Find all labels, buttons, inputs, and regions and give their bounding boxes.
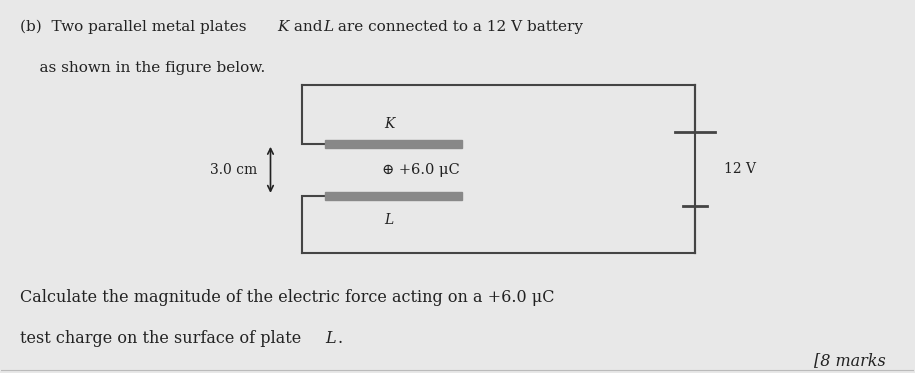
Text: K: K <box>277 20 288 34</box>
Text: L: L <box>325 330 336 347</box>
Text: [8 marks: [8 marks <box>814 352 887 369</box>
Text: 12 V: 12 V <box>724 162 756 176</box>
Text: L: L <box>323 20 334 34</box>
Text: (b)  Two parallel metal plates: (b) Two parallel metal plates <box>19 20 251 34</box>
Text: and: and <box>289 20 328 34</box>
Text: L: L <box>384 213 393 227</box>
Text: are connected to a 12 V battery: are connected to a 12 V battery <box>333 20 584 34</box>
Text: test charge on the surface of plate: test charge on the surface of plate <box>19 330 306 347</box>
Bar <box>325 192 462 200</box>
Text: K: K <box>384 116 394 131</box>
Text: .: . <box>337 330 342 347</box>
Text: Calculate the magnitude of the electric force acting on a +6.0 μC: Calculate the magnitude of the electric … <box>19 289 554 306</box>
Text: 3.0 cm: 3.0 cm <box>210 163 258 177</box>
Text: ⊕ +6.0 μC: ⊕ +6.0 μC <box>382 163 460 177</box>
Text: as shown in the figure below.: as shown in the figure below. <box>19 61 264 75</box>
Bar <box>325 140 462 148</box>
